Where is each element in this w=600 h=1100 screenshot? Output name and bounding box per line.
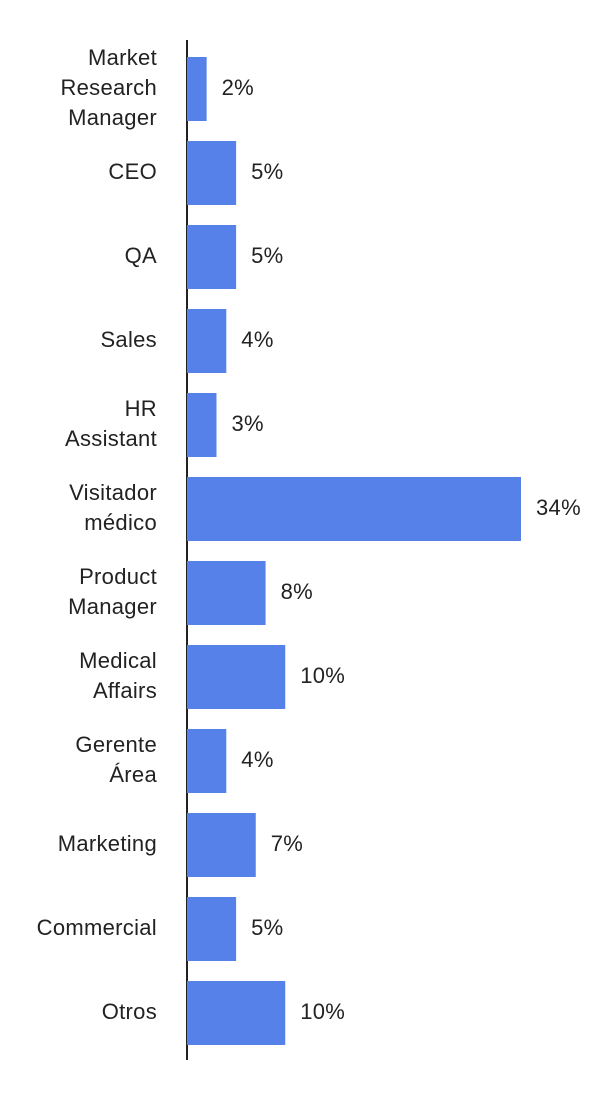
y-tick-label: Market Research Manager [60, 45, 157, 130]
y-tick-label: Visitador médico [69, 480, 157, 535]
value-label: 34% [536, 495, 581, 520]
value-label: 2% [222, 75, 254, 100]
y-tick-label: CEO [108, 159, 157, 184]
value-label: 10% [300, 999, 345, 1024]
bar [187, 981, 286, 1045]
y-tick-label: Otros [102, 999, 157, 1024]
value-label: 5% [251, 243, 283, 268]
value-label: 5% [251, 159, 283, 184]
y-tick-label: Marketing [58, 831, 157, 856]
value-label: 3% [231, 411, 263, 436]
value-label: 10% [300, 663, 345, 688]
bar [187, 561, 266, 625]
value-label: 7% [271, 831, 303, 856]
bar [187, 57, 207, 121]
y-tick-label: Medical Affairs [79, 648, 157, 703]
y-tick-label: Sales [100, 327, 157, 352]
bar [187, 645, 286, 709]
bar [187, 477, 521, 541]
value-label: 4% [241, 327, 273, 352]
bar [187, 729, 227, 793]
value-label: 8% [281, 579, 313, 604]
bar [187, 813, 256, 877]
bar [187, 225, 237, 289]
bar [187, 141, 237, 205]
value-label: 4% [241, 747, 273, 772]
y-tick-label: HR Assistant [65, 396, 157, 451]
y-tick-label: Commercial [37, 915, 157, 940]
y-tick-label: Product Manager [68, 564, 157, 619]
y-tick-label: Gerente Área [75, 732, 157, 787]
value-label: 5% [251, 915, 283, 940]
bar [187, 393, 217, 457]
y-tick-label: QA [125, 243, 157, 268]
bar [187, 897, 237, 961]
bar [187, 309, 227, 373]
